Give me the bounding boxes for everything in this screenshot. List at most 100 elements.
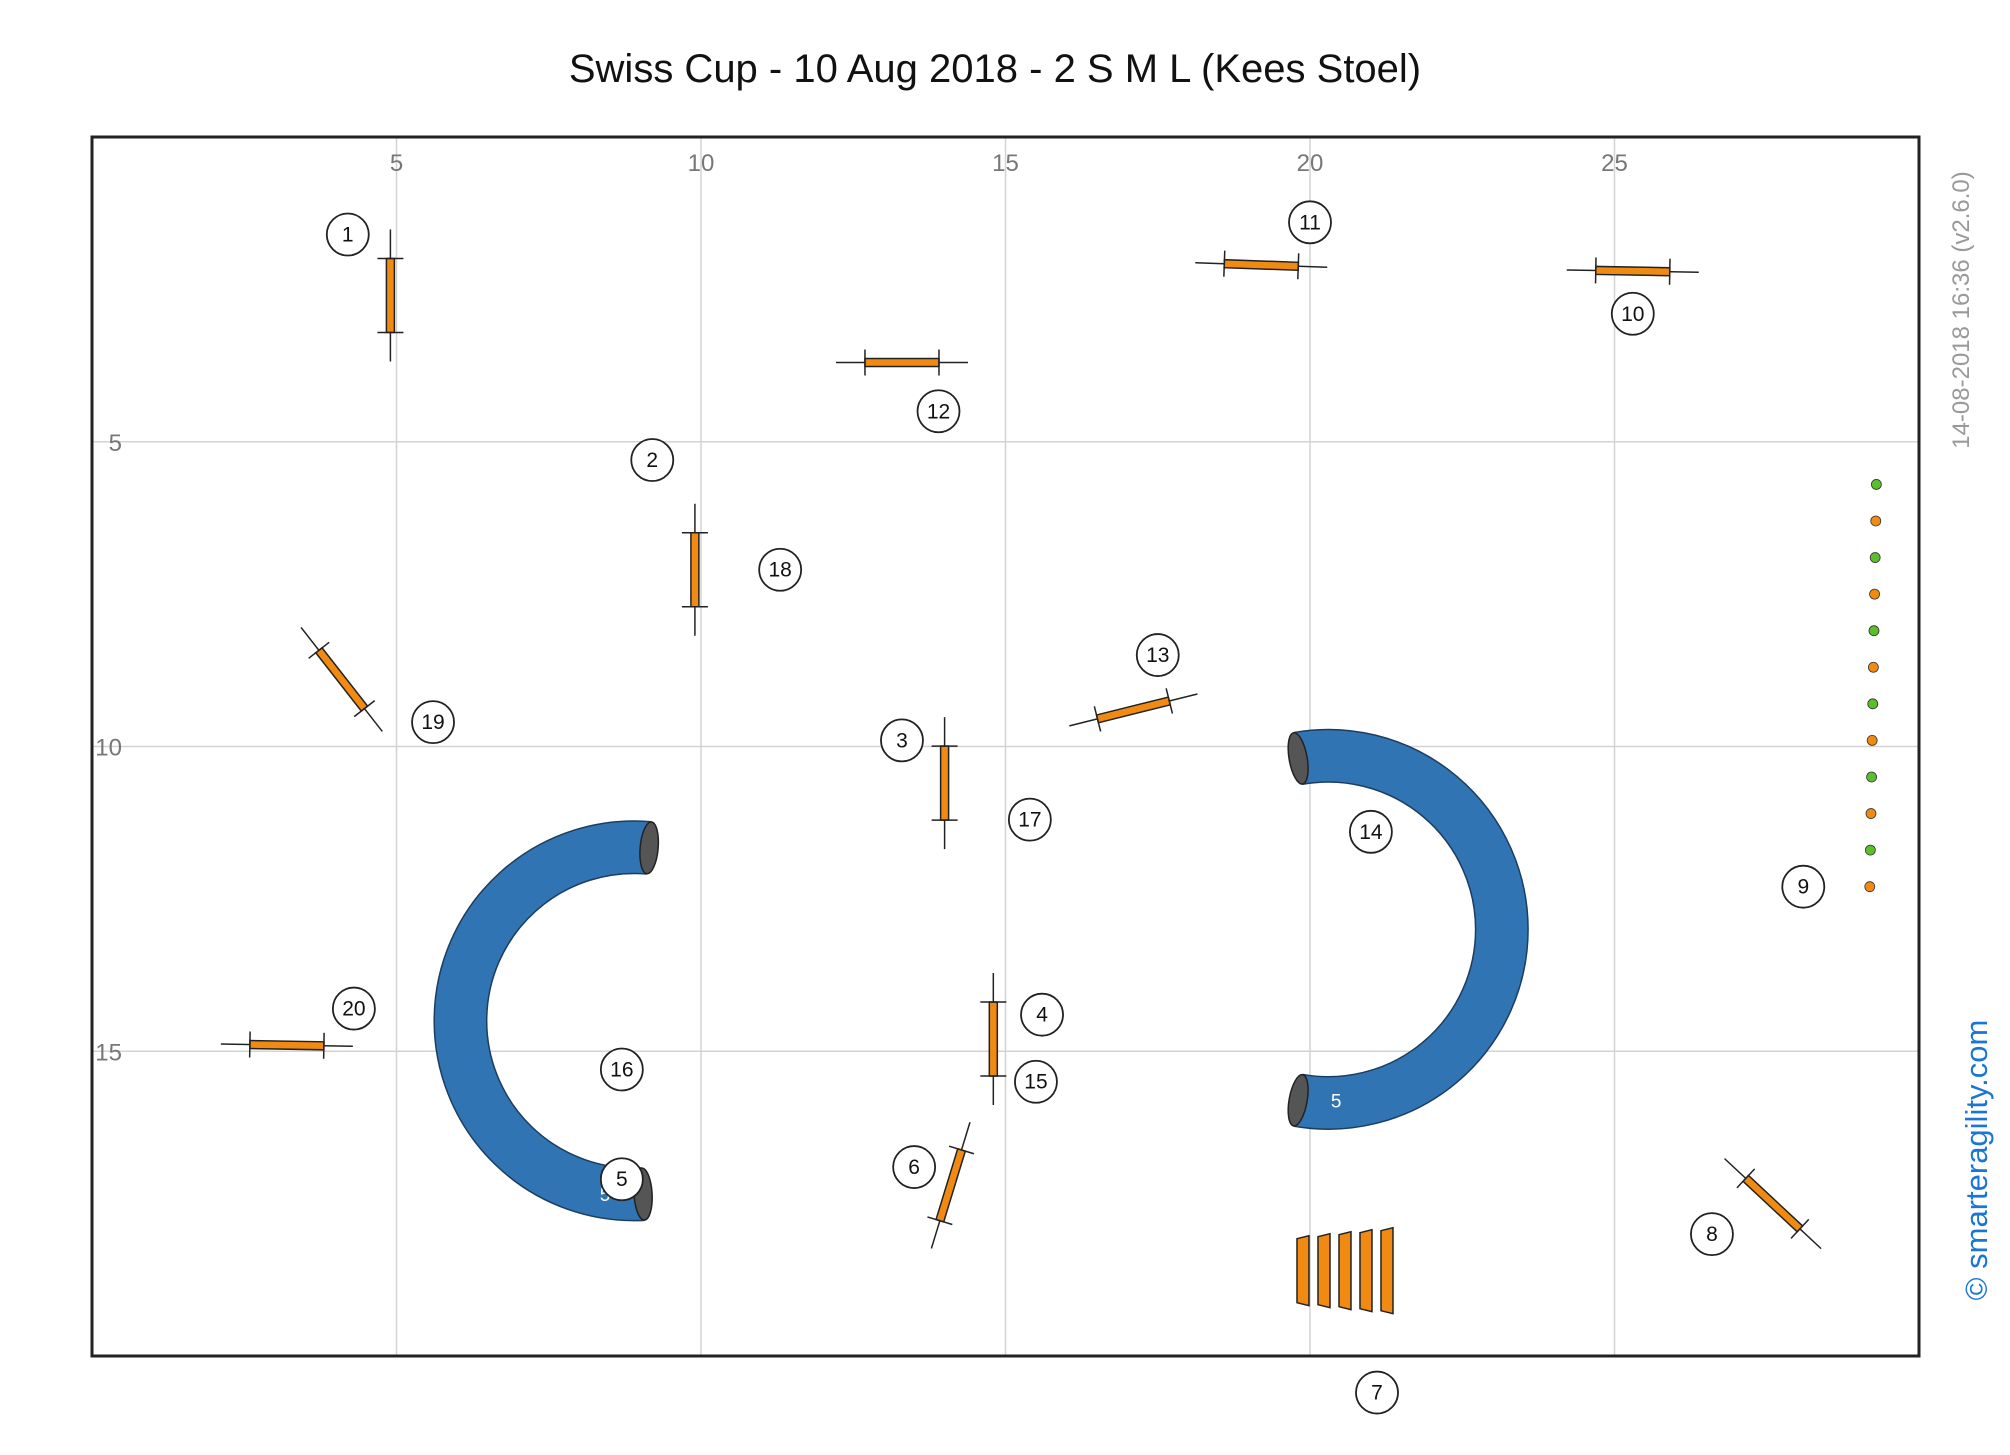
jump bbox=[931, 717, 958, 850]
arena-frame bbox=[90, 135, 1921, 1358]
number-circle bbox=[411, 700, 455, 745]
tire-slat bbox=[1338, 1230, 1352, 1311]
weave-pole bbox=[1867, 698, 1879, 710]
jump bbox=[300, 626, 383, 732]
tunnel-end bbox=[639, 821, 660, 875]
number-label: 13 bbox=[1146, 644, 1169, 667]
jump bbox=[927, 1122, 975, 1249]
jump bbox=[1069, 688, 1198, 732]
jump-stand bbox=[948, 1145, 975, 1155]
number-label: 20 bbox=[342, 998, 365, 1021]
y-tick-label: 5 bbox=[109, 430, 122, 457]
number-label: 11 bbox=[1299, 211, 1321, 234]
jumps bbox=[220, 229, 1822, 1250]
obstacle-number: 18 bbox=[758, 547, 803, 592]
obstacle-number: 6 bbox=[892, 1145, 937, 1189]
number-circle bbox=[1007, 797, 1052, 842]
y-tick-label: 10 bbox=[95, 735, 122, 762]
number-circle bbox=[916, 389, 961, 434]
jump-bar bbox=[988, 1001, 999, 1077]
tire-slat bbox=[1380, 1226, 1394, 1315]
timestamp-label: 14-08-2018 16:36 (v2.6.0) bbox=[1948, 171, 1975, 449]
jump-bar bbox=[864, 357, 940, 368]
weave-pole bbox=[1864, 881, 1876, 893]
obstacle-number: 1 bbox=[325, 212, 370, 257]
jump bbox=[835, 349, 968, 376]
number-label: 19 bbox=[421, 711, 444, 734]
obstacle-number: 9 bbox=[1781, 864, 1826, 909]
tunnel-end bbox=[1287, 732, 1309, 785]
axis-ticks: 5 10 15 20 25 5 10 15 bbox=[95, 150, 1628, 1066]
jump bbox=[681, 503, 708, 636]
obstacle-number: 19 bbox=[411, 700, 455, 745]
jump bbox=[1724, 1158, 1822, 1250]
obstacle-number: 2 bbox=[630, 438, 675, 482]
number-circle bbox=[880, 718, 924, 763]
jump-stand bbox=[1297, 253, 1300, 280]
number-label: 12 bbox=[927, 400, 950, 423]
obstacle-number: 8 bbox=[1690, 1212, 1734, 1256]
jump-stand bbox=[1223, 250, 1226, 277]
tire-slat bbox=[1359, 1228, 1373, 1313]
weave-pole bbox=[1866, 735, 1878, 746]
number-circle bbox=[599, 1047, 644, 1092]
number-label: 4 bbox=[1036, 1004, 1048, 1027]
obstacle-number: 3 bbox=[880, 718, 924, 763]
obstacle-number: 15 bbox=[1014, 1059, 1058, 1104]
credit-link[interactable]: © smarteragility.com bbox=[1959, 1020, 1994, 1301]
number-label: 15 bbox=[1024, 1071, 1047, 1094]
tunnel-label: 5 bbox=[600, 1185, 611, 1206]
tunnel-body bbox=[434, 821, 652, 1220]
weave-pole bbox=[1866, 771, 1877, 783]
number-label: 1 bbox=[342, 224, 354, 247]
jump-bar bbox=[690, 531, 700, 608]
x-tick-label: 25 bbox=[1601, 150, 1628, 177]
obstacle-number: 5 bbox=[599, 1157, 644, 1202]
obstacle-number: 16 bbox=[599, 1047, 644, 1092]
number-circle bbox=[1135, 633, 1180, 677]
number-label: 5 bbox=[616, 1168, 628, 1191]
jump bbox=[980, 973, 1007, 1106]
number-circle bbox=[599, 1157, 644, 1202]
number-circle bbox=[1610, 291, 1655, 336]
jump bbox=[220, 1031, 353, 1059]
weave-pole bbox=[1870, 515, 1882, 527]
jump-stand bbox=[1736, 1168, 1756, 1189]
number-circle bbox=[1781, 864, 1826, 909]
tire-wall bbox=[1296, 1226, 1394, 1315]
tunnel-label: 5 bbox=[1331, 1091, 1342, 1112]
weave-poles bbox=[1864, 479, 1882, 893]
jump bbox=[1195, 250, 1328, 280]
weave-pole bbox=[1869, 552, 1881, 563]
tire-slat bbox=[1317, 1232, 1331, 1309]
tunnel-body bbox=[1293, 730, 1528, 1129]
jump-stand bbox=[1093, 706, 1102, 732]
tire-slat bbox=[1296, 1234, 1310, 1307]
number-circle bbox=[331, 986, 376, 1031]
obstacle-number: 14 bbox=[1349, 809, 1393, 854]
weave-pole bbox=[1869, 588, 1880, 600]
weave-pole bbox=[1870, 479, 1882, 490]
number-label: 6 bbox=[908, 1156, 920, 1179]
jump-bar bbox=[939, 745, 950, 821]
course-title: Swiss Cup - 10 Aug 2018 - 2 S M L (Kees … bbox=[569, 47, 1421, 91]
obstacle-number: 11 bbox=[1288, 200, 1332, 245]
obstacle-number: 13 bbox=[1135, 633, 1180, 677]
obstacle-number: 4 bbox=[1020, 992, 1064, 1037]
jump-stand bbox=[308, 641, 330, 659]
number-label: 8 bbox=[1706, 1223, 1718, 1246]
jump-bar bbox=[385, 257, 396, 334]
jump-bar bbox=[1223, 258, 1300, 272]
jump bbox=[1566, 257, 1699, 285]
x-tick-label: 20 bbox=[1297, 150, 1324, 177]
jump-stand bbox=[927, 1216, 953, 1226]
number-label: 16 bbox=[610, 1059, 633, 1082]
obstacle-number: 7 bbox=[1355, 1370, 1399, 1415]
number-circle bbox=[1690, 1212, 1734, 1256]
jump-stand bbox=[1790, 1218, 1810, 1239]
y-tick-label: 15 bbox=[95, 1039, 122, 1066]
obstacle-number: 20 bbox=[331, 986, 376, 1031]
number-circle bbox=[630, 438, 675, 482]
number-circle bbox=[758, 547, 803, 592]
number-label: 7 bbox=[1371, 1382, 1383, 1405]
